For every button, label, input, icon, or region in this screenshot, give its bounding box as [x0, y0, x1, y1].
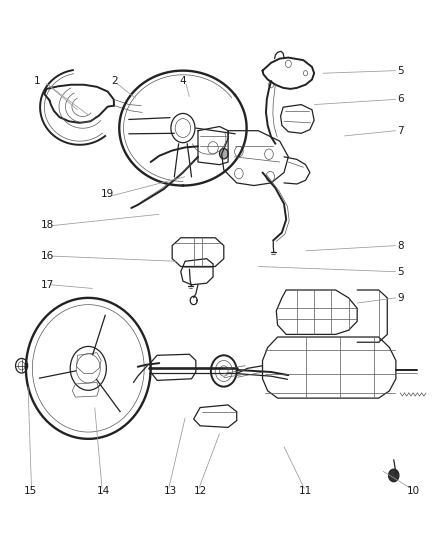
Text: 10: 10 [406, 486, 419, 496]
Text: 5: 5 [396, 266, 403, 277]
Text: 5: 5 [396, 66, 403, 76]
Text: 4: 4 [179, 76, 186, 86]
Text: 12: 12 [193, 486, 206, 496]
Text: 9: 9 [396, 293, 403, 303]
Text: 1: 1 [33, 76, 40, 86]
Text: 14: 14 [96, 486, 110, 496]
Text: 17: 17 [41, 280, 54, 290]
Text: 18: 18 [41, 220, 54, 230]
Text: 11: 11 [298, 486, 311, 496]
Text: 16: 16 [41, 251, 54, 261]
Text: 15: 15 [24, 486, 37, 496]
Circle shape [388, 469, 398, 482]
Text: 7: 7 [396, 126, 403, 136]
Text: 6: 6 [396, 94, 403, 104]
Text: 19: 19 [101, 189, 114, 199]
Circle shape [219, 149, 228, 159]
Text: 2: 2 [110, 76, 117, 86]
Text: 13: 13 [163, 486, 176, 496]
Text: 8: 8 [396, 240, 403, 251]
